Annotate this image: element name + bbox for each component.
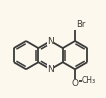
Text: O: O <box>72 79 79 88</box>
Text: Br: Br <box>76 20 85 29</box>
Text: N: N <box>47 37 54 45</box>
Text: CH₃: CH₃ <box>82 76 96 85</box>
Text: N: N <box>47 65 54 74</box>
